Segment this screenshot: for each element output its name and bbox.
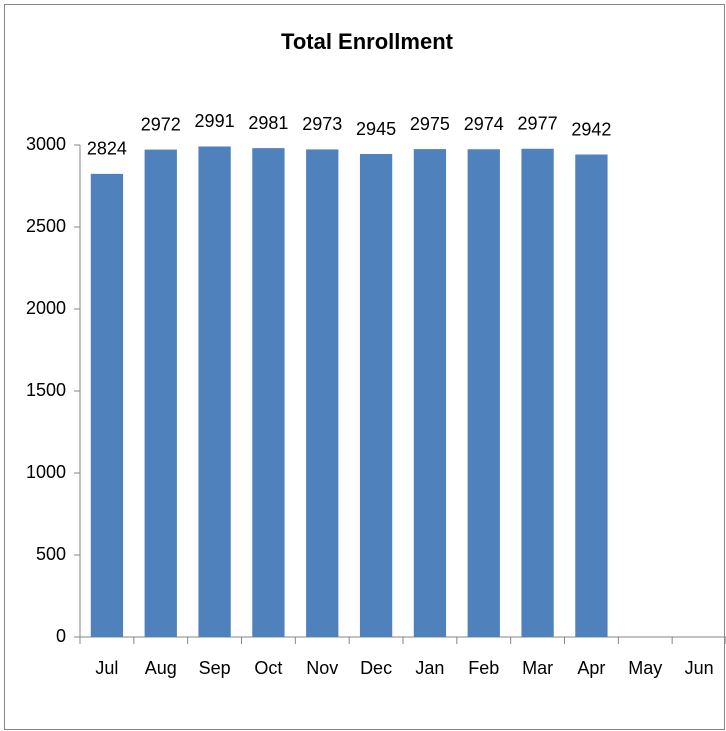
x-tick-label: Mar bbox=[522, 658, 553, 678]
x-tick-label: Sep bbox=[199, 658, 231, 678]
y-tick-label: 1500 bbox=[26, 380, 66, 400]
y-tick-label: 1000 bbox=[26, 462, 66, 482]
x-tick-label: Aug bbox=[145, 658, 177, 678]
data-label: 2977 bbox=[518, 114, 558, 134]
data-label: 2972 bbox=[141, 114, 181, 134]
data-label: 2945 bbox=[356, 119, 396, 139]
bar bbox=[359, 154, 393, 637]
x-tick-label: Apr bbox=[577, 658, 605, 678]
data-label: 2981 bbox=[248, 113, 288, 133]
bar bbox=[521, 148, 554, 637]
y-tick-label: 500 bbox=[36, 544, 66, 564]
bar bbox=[467, 149, 500, 637]
x-tick-label: Feb bbox=[468, 658, 499, 678]
data-label: 2942 bbox=[571, 119, 611, 139]
bar bbox=[252, 148, 285, 637]
x-tick-label: Dec bbox=[360, 658, 392, 678]
data-label: 2824 bbox=[87, 139, 127, 159]
chart-title: Total Enrollment bbox=[281, 29, 454, 54]
bar bbox=[144, 149, 177, 638]
bar bbox=[306, 149, 339, 638]
y-tick-label: 2500 bbox=[26, 216, 66, 236]
y-tick-label: 0 bbox=[56, 626, 66, 646]
y-tick-label: 3000 bbox=[26, 134, 66, 154]
x-tick-label: Jun bbox=[685, 658, 714, 678]
data-label: 2973 bbox=[302, 114, 342, 134]
x-tick-label: Oct bbox=[254, 658, 282, 678]
data-label: 2975 bbox=[410, 114, 450, 134]
x-tick-label: Jan bbox=[415, 658, 444, 678]
data-label: 2974 bbox=[464, 114, 504, 134]
bar bbox=[198, 146, 231, 637]
bar bbox=[413, 149, 447, 637]
bar bbox=[575, 154, 608, 637]
bar bbox=[90, 173, 124, 637]
x-tick-label: Nov bbox=[306, 658, 338, 678]
y-tick-label: 2000 bbox=[26, 298, 66, 318]
x-tick-label: May bbox=[628, 658, 662, 678]
x-tick-label: Jul bbox=[95, 658, 118, 678]
data-label: 2991 bbox=[195, 111, 235, 131]
